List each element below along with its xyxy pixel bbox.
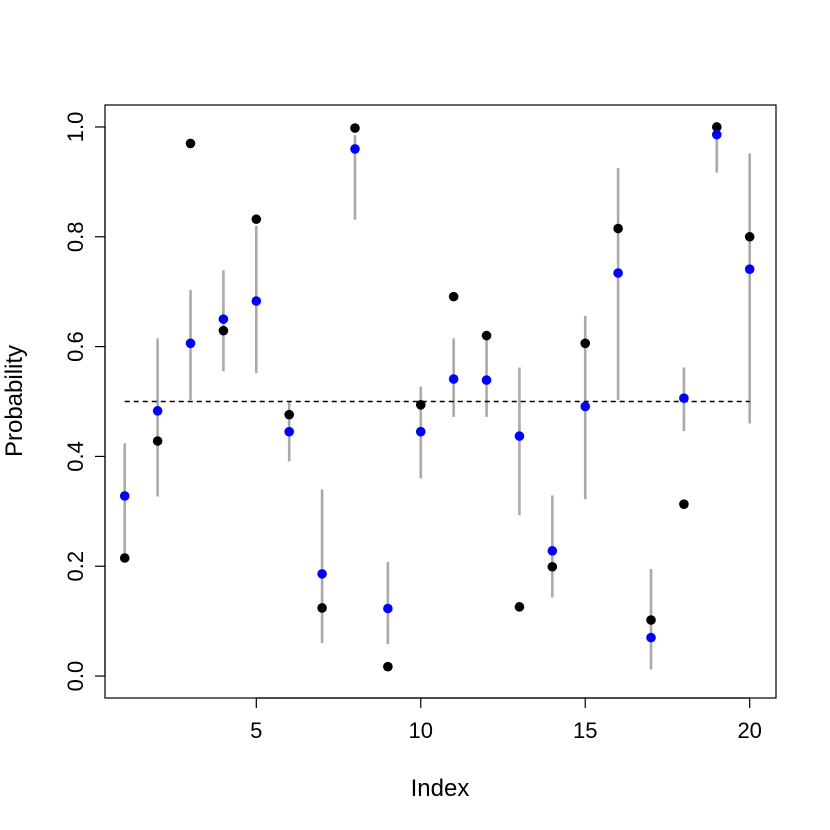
blue-point [251, 296, 262, 306]
black-point [317, 603, 327, 613]
black-point [350, 123, 360, 133]
blue-point [185, 338, 196, 349]
blue-point [383, 603, 393, 614]
black-point [613, 223, 623, 234]
x-axis-label: Index [411, 775, 470, 802]
blue-point [744, 264, 755, 274]
black-point [711, 122, 722, 132]
black-point [185, 138, 196, 149]
blue-point [580, 401, 591, 412]
black-point [646, 615, 656, 625]
point-layer [119, 122, 755, 672]
blue-point [679, 393, 689, 404]
black-point [284, 409, 294, 420]
blue-point [152, 406, 163, 416]
black-point [383, 661, 393, 672]
x-tick-label: 20 [737, 718, 761, 743]
x-tick-label: 15 [573, 718, 597, 743]
blue-point [119, 491, 130, 501]
black-point [547, 561, 558, 572]
blue-point [547, 546, 558, 556]
blue-point [448, 374, 459, 384]
y-tick-label: 1.0 [63, 112, 88, 143]
x-axis: 5 10 15 20 [250, 697, 762, 743]
black-point [415, 399, 426, 410]
black-point [251, 214, 262, 225]
black-point [448, 291, 459, 302]
blue-point [415, 426, 426, 437]
y-tick-label: 0.0 [63, 661, 88, 692]
black-point [481, 330, 492, 341]
black-point [119, 553, 130, 563]
blue-point [218, 314, 229, 324]
blue-point [514, 431, 525, 441]
y-tick-label: 0.4 [63, 441, 88, 472]
blue-point [481, 375, 492, 385]
y-axis: 0.0 0.2 0.4 0.6 0.8 1.0 [63, 112, 106, 692]
blue-point [646, 632, 656, 643]
y-tick-label: 0.6 [63, 331, 88, 362]
y-axis-label: Probability [1, 345, 28, 457]
blue-point [350, 144, 360, 154]
y-tick-label: 0.2 [63, 551, 88, 582]
black-point [152, 436, 163, 446]
x-tick-label: 5 [250, 718, 262, 743]
black-point [679, 499, 689, 509]
y-tick-label: 0.8 [63, 221, 88, 252]
x-tick-label: 10 [409, 718, 433, 743]
blue-point [284, 426, 294, 437]
black-point [744, 231, 755, 242]
black-point [580, 338, 591, 349]
black-point [218, 325, 229, 336]
black-point [514, 602, 525, 612]
blue-point [317, 569, 327, 579]
blue-point [711, 129, 722, 140]
blue-point [613, 268, 623, 278]
interval-layer [123, 130, 751, 670]
